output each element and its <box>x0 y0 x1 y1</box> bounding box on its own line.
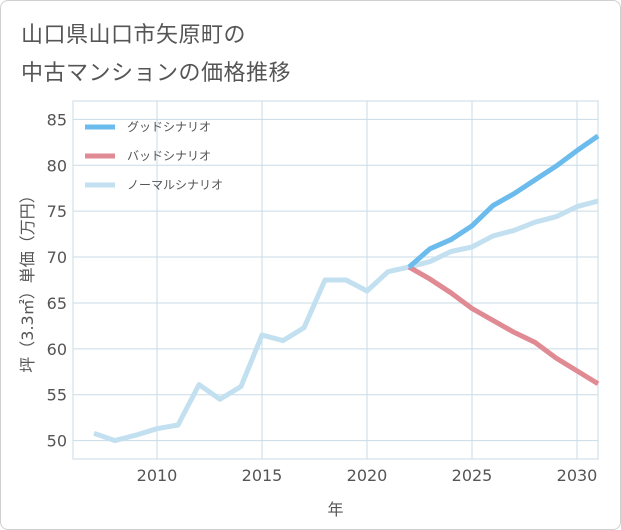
y-tick-label-75: 75 <box>47 202 67 221</box>
x-tick-label-2010: 2010 <box>137 466 178 485</box>
x-axis-label: 年 <box>327 500 343 519</box>
legend-label-bad: バッドシナリオ <box>127 149 211 163</box>
chart-title-line-1: 山口県山口市矢原町の <box>21 23 247 48</box>
x-tick-label-2030: 2030 <box>557 466 598 485</box>
chart-title-line-2: 中古マンションの価格推移 <box>21 61 292 86</box>
x-tick-label-2025: 2025 <box>452 466 493 485</box>
y-axis-label: 坪（3.3㎡）単価（万円） <box>18 187 37 372</box>
axis-ticks: 50 55 60 65 70 75 80 85 2010 2015 2020 2025 2030 <box>47 110 598 485</box>
series-lines <box>93 133 600 444</box>
series-line-bad <box>407 264 600 386</box>
series-line-normal <box>93 198 599 444</box>
x-tick-label-2015: 2015 <box>242 466 283 485</box>
legend-label-normal: ノーマルシナリオ <box>127 178 223 192</box>
y-tick-label-85: 85 <box>47 110 67 129</box>
legend-label-good: グッドシナリオ <box>127 120 211 134</box>
y-tick-label-65: 65 <box>47 294 67 313</box>
y-tick-label-70: 70 <box>47 248 67 267</box>
y-tick-label-55: 55 <box>47 386 67 405</box>
y-tick-label-60: 60 <box>47 340 67 359</box>
y-tick-label-80: 80 <box>47 156 67 175</box>
x-tick-label-2020: 2020 <box>347 466 388 485</box>
y-tick-label-50: 50 <box>47 432 67 451</box>
plot-area <box>72 100 599 460</box>
grid <box>73 101 598 459</box>
series-line-good <box>407 133 600 269</box>
